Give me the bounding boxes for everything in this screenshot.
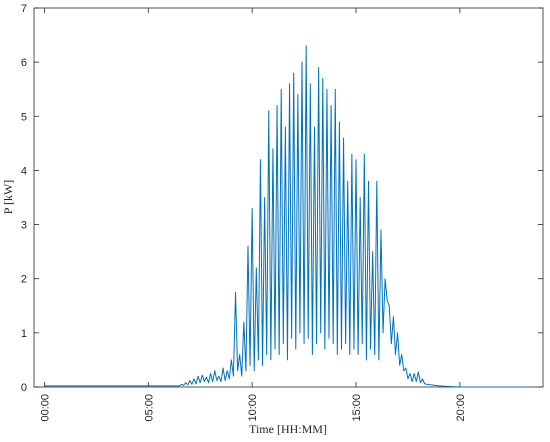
x-tick-label: 15:00	[351, 394, 363, 422]
y-tick-label: 5	[21, 111, 27, 123]
x-tick-label: 05:00	[143, 394, 155, 422]
y-tick-label: 0	[21, 382, 27, 394]
power-line	[44, 45, 527, 388]
y-tick-label: 6	[21, 57, 27, 69]
x-tick-label: 10:00	[247, 394, 259, 422]
x-tick-label: 20:00	[455, 394, 467, 422]
y-tick-label: 3	[21, 220, 27, 232]
y-tick-label: 2	[21, 274, 27, 286]
y-tick-label: 7	[21, 3, 27, 15]
x-tick-label: 00:00	[39, 394, 51, 422]
x-axis-label: Time [HH:MM]	[249, 422, 327, 436]
y-tick-label: 1	[21, 328, 27, 340]
y-axis-label: P [kW]	[1, 180, 15, 215]
y-tick-label: 4	[21, 165, 27, 177]
